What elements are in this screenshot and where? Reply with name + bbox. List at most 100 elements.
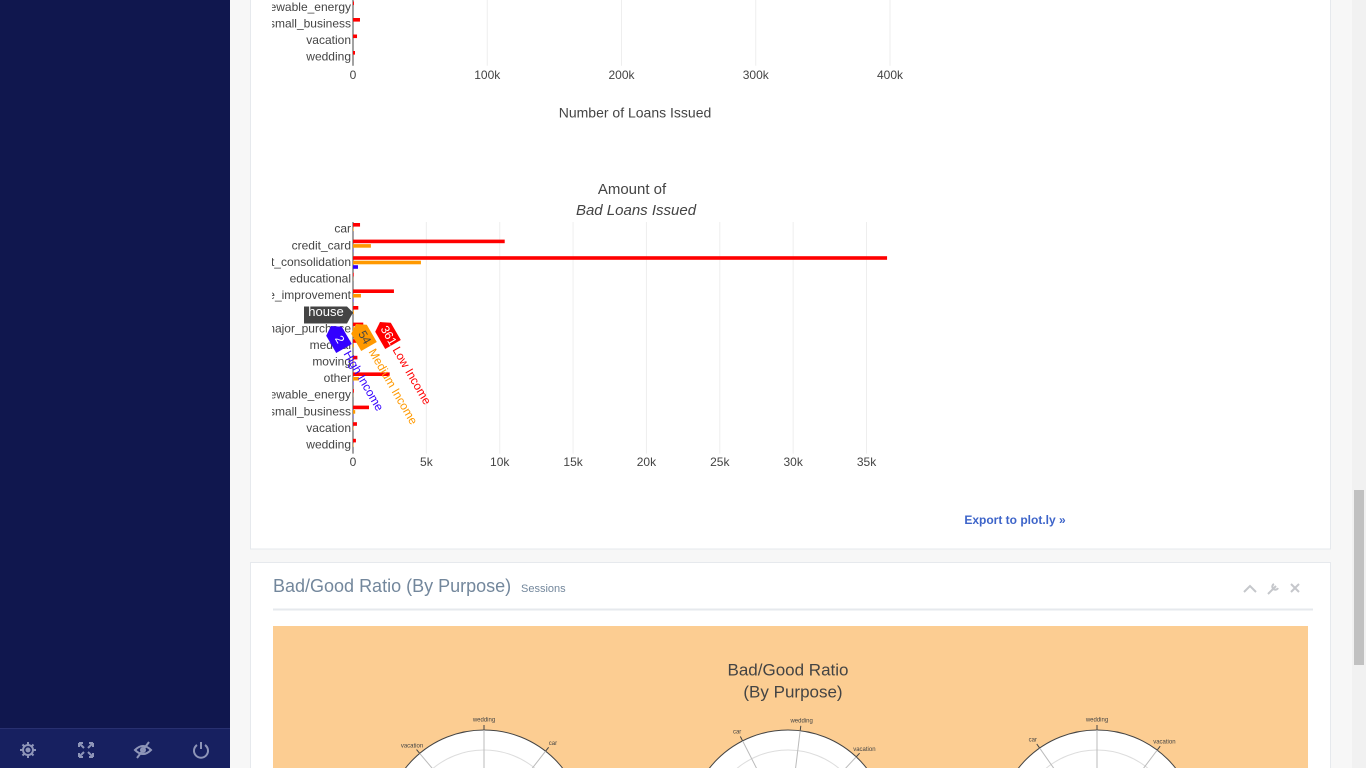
x-tick-label: 0: [350, 455, 357, 469]
bar: [353, 289, 394, 293]
bar: [353, 410, 356, 414]
bar: [353, 372, 390, 376]
settings-icon[interactable]: [20, 742, 36, 758]
x-tick-label: 400k: [877, 68, 904, 82]
bar: [353, 360, 354, 364]
x-tick-label: 0: [350, 68, 357, 82]
sidebar-footer: [0, 728, 230, 768]
x-tick-label: 10k: [490, 455, 510, 469]
polar-label: vacation: [401, 743, 423, 749]
x-tick-label: 200k: [608, 68, 635, 82]
bar: [353, 244, 371, 248]
bar: [353, 1, 354, 6]
polar-label: vacation: [853, 747, 875, 753]
x-tick-label: 300k: [743, 68, 770, 82]
polar-label: car: [549, 741, 557, 747]
polar-tick: [739, 736, 744, 742]
bar: [353, 293, 361, 298]
export-link[interactable]: Export to plot.ly »: [964, 513, 1066, 527]
bar: [353, 405, 369, 410]
y-tick-label: renewable_energy: [252, 388, 351, 402]
polar-spoke: [1143, 749, 1158, 768]
polar-spoke: [419, 753, 433, 768]
hover-category: house: [308, 304, 343, 319]
x-tick-label: 5k: [420, 455, 434, 469]
bar: [353, 223, 361, 227]
y-tick-label: small_business: [269, 404, 351, 418]
bar: [353, 34, 358, 39]
y-tick-label: vacation: [306, 421, 351, 435]
polar-label: car: [733, 730, 741, 736]
collapse-icon[interactable]: [1243, 584, 1257, 593]
hover-box: [304, 306, 353, 324]
polar-spoke: [742, 740, 757, 768]
polar-spoke: [531, 750, 546, 768]
polar-label: wedding: [1085, 718, 1108, 724]
bar: [353, 422, 357, 426]
y-tick-label: wedding: [305, 50, 351, 64]
polar-tick: [1036, 743, 1041, 749]
polar-tick: [416, 749, 421, 754]
y-tick-label: wedding: [305, 437, 351, 451]
bar: [353, 265, 358, 269]
bar: [353, 239, 505, 244]
polar-title: Bad/Good Ratio: [728, 660, 849, 679]
x-tick-label: 35k: [857, 455, 877, 469]
panel-subtitle: Sessions: [521, 583, 566, 595]
bar: [353, 310, 354, 315]
panel-title: Bad/Good Ratio (By Purpose): [273, 576, 511, 596]
bar: [353, 51, 356, 55]
bar: [353, 376, 359, 381]
settings-wrench-icon[interactable]: [1267, 583, 1279, 595]
polar-tick: [799, 725, 802, 731]
polar-label: vacation: [1153, 740, 1175, 746]
bar: [353, 256, 888, 260]
x-tick-label: 20k: [637, 455, 657, 469]
chart-panel: [250, 0, 1331, 550]
power-icon[interactable]: [193, 742, 209, 759]
fullscreen-icon[interactable]: [78, 742, 94, 758]
hover-value: 54: [355, 328, 374, 347]
y-tick-label: renewable_energy: [252, 0, 351, 14]
polar-tick: [1156, 745, 1161, 751]
chart-title: Amount of: [598, 181, 667, 198]
sidebar: [0, 0, 230, 768]
y-tick-label: credit_card: [292, 238, 351, 252]
y-tick-label: educational: [290, 271, 351, 285]
scrollbar-thumb[interactable]: [1354, 490, 1364, 665]
polar-spoke: [795, 730, 801, 768]
bar: [353, 343, 354, 348]
y-tick-label: small_business: [269, 17, 351, 31]
x-tick-label: 100k: [474, 68, 501, 82]
polar-grid: [736, 749, 840, 768]
y-tick-label: vacation: [306, 33, 351, 47]
hover-value-box: [326, 326, 352, 354]
hover-value-box: [351, 324, 377, 352]
x-tick-label: 15k: [563, 455, 583, 469]
close-icon[interactable]: [1290, 583, 1300, 593]
hover-label: house: [304, 304, 353, 324]
bar: [353, 306, 359, 310]
polar-label: car: [1029, 737, 1037, 743]
y-tick-label: moving: [312, 354, 351, 368]
polar-tick: [855, 752, 860, 758]
y-tick-label: home_improvement: [245, 288, 352, 302]
hover-value-box: [375, 322, 401, 350]
polar-tick: [545, 746, 550, 752]
polar-subtitle: (By Purpose): [743, 682, 842, 701]
x-tick-label: 25k: [710, 455, 730, 469]
hide-icon[interactable]: [133, 741, 153, 759]
y-tick-label: other: [324, 371, 351, 385]
x-axis-title: Number of Loans Issued: [559, 105, 712, 121]
y-tick-label: debt_consolidation: [251, 255, 351, 269]
polar-label: wedding: [472, 718, 495, 724]
bar: [353, 18, 360, 22]
x-tick-label: 30k: [783, 455, 803, 469]
bar: [353, 355, 358, 360]
bar: [353, 227, 354, 232]
y-tick-label: car: [334, 222, 351, 236]
bar: [353, 389, 354, 393]
chart-subtitle: Bad Loans Issued: [576, 202, 697, 219]
